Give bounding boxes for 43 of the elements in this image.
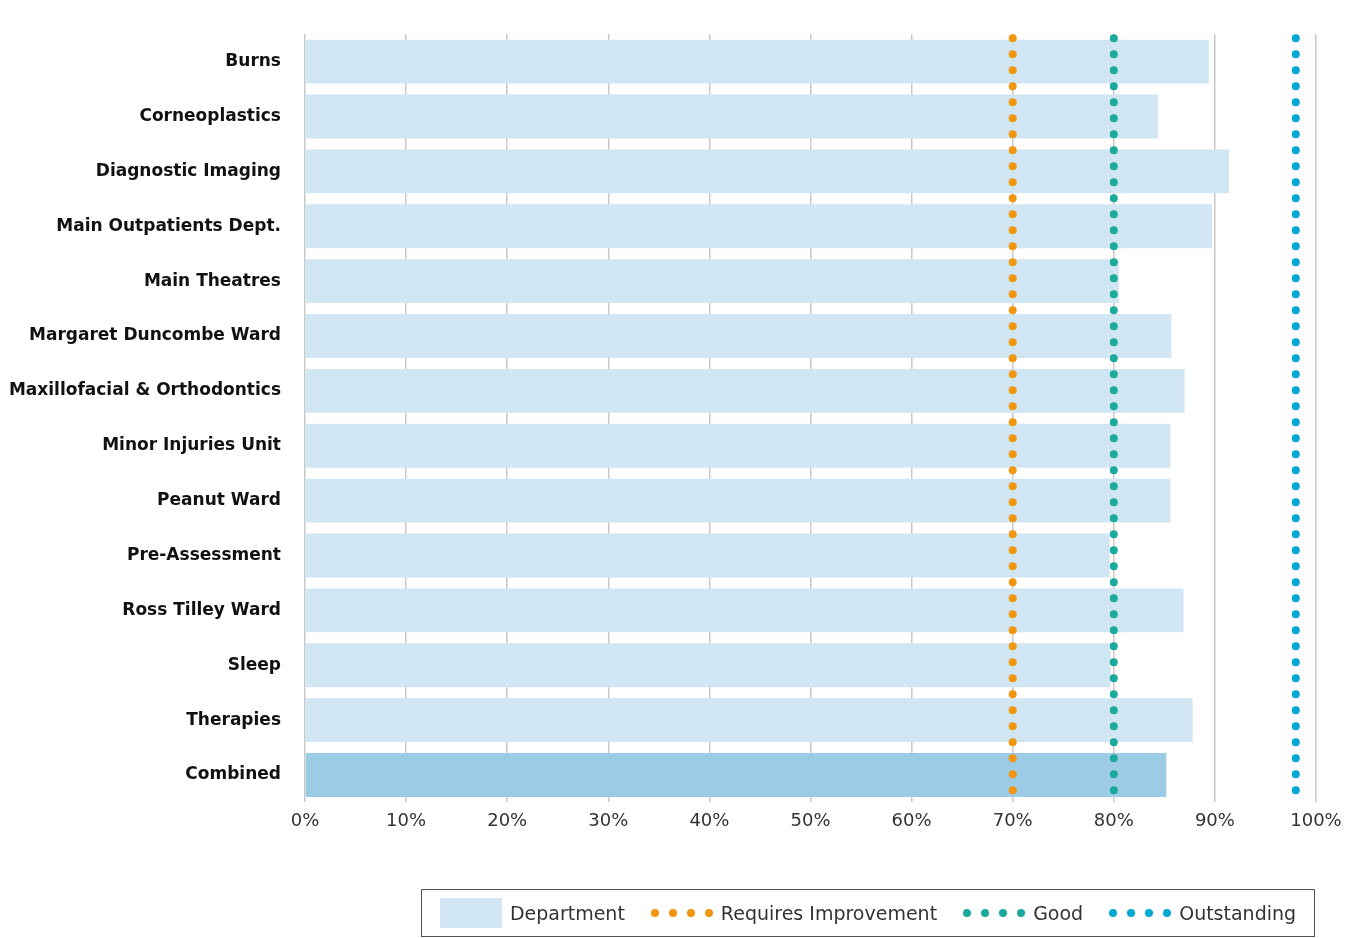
bar [305, 368, 1185, 413]
bar [305, 588, 1184, 633]
bar [305, 423, 1171, 468]
legend-label: Department [509, 902, 625, 924]
bar [305, 533, 1110, 578]
y-tick-label: Peanut Ward [157, 489, 281, 510]
y-tick-label: Pre-Assessment [126, 543, 281, 564]
y-tick-label: Combined [185, 763, 281, 784]
y-tick-label: Main Theatres [143, 269, 281, 290]
y-tick-label: Therapies [186, 708, 281, 729]
y-tick-label: Ross Tilley Ward [122, 598, 281, 619]
bar [305, 94, 1159, 139]
bar [305, 753, 1167, 797]
x-tick-label: 100% [1290, 808, 1342, 830]
x-tick-label: 90% [1194, 808, 1235, 830]
y-tick-label: Minor Injuries Unit [102, 434, 281, 455]
x-tick-label: 70% [992, 808, 1033, 830]
legend-label: Requires Improvement [720, 902, 938, 924]
x-tick-label: 40% [689, 808, 730, 830]
bar [305, 204, 1212, 249]
x-tick-label: 0% [290, 808, 320, 830]
legend-label: Good [1033, 902, 1084, 924]
y-tick-label: Corneoplastics [139, 104, 281, 125]
x-tick-label: 30% [588, 808, 629, 830]
y-tick-label: Sleep [227, 653, 281, 674]
x-tick-label: 20% [487, 808, 528, 830]
bar [305, 314, 1172, 358]
y-tick-label: Margaret Duncombe Ward [29, 324, 281, 345]
y-tick-label: Burns [225, 50, 281, 71]
bar [305, 698, 1193, 743]
y-tick-label: Diagnostic Imaging [95, 159, 281, 180]
bar [305, 259, 1119, 304]
bar [305, 39, 1209, 84]
bar [305, 643, 1111, 688]
y-tick-label: Main Outpatients Dept. [56, 214, 281, 235]
x-tick-label: 50% [790, 808, 831, 830]
x-tick-label: 60% [891, 808, 932, 830]
x-tick-label: 80% [1093, 808, 1134, 830]
y-tick-label: Maxillofacial & Orthodontics [8, 379, 281, 400]
legend-label: Outstanding [1179, 902, 1297, 924]
bar [305, 478, 1171, 523]
bar [305, 149, 1230, 194]
x-tick-label: 10% [386, 808, 427, 830]
